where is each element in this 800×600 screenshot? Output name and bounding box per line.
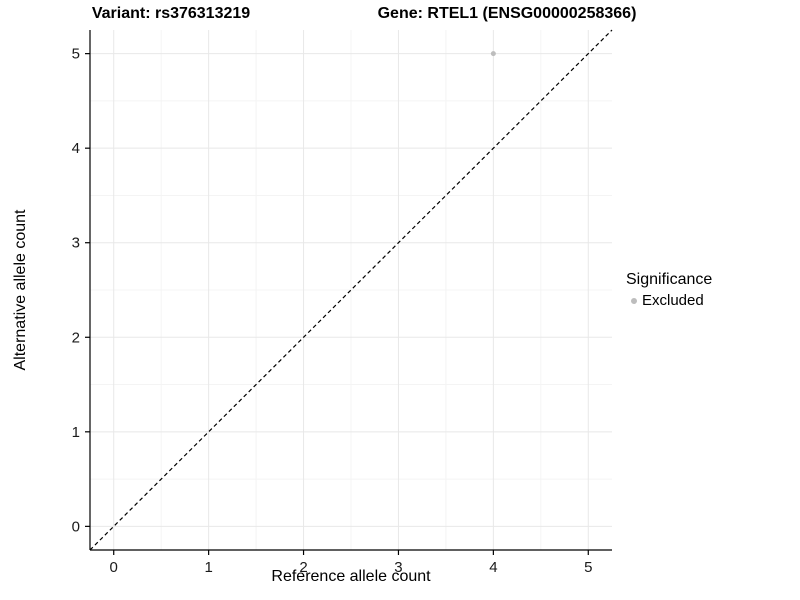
x-tick-label: 2 [299, 559, 307, 576]
y-tick-label: 4 [72, 140, 80, 157]
legend-point-icon [631, 297, 637, 304]
x-tick-label: 4 [489, 559, 497, 576]
x-axis-label: Reference allele count [271, 568, 431, 585]
data-point [490, 51, 496, 57]
x-tick-label: 5 [584, 559, 592, 576]
legend-item-label: Excluded [642, 292, 704, 309]
variant-title: Variant: rs376313219 [91, 5, 251, 22]
x-tick-label: 0 [110, 559, 118, 576]
legend-title: Significance [626, 271, 713, 288]
y-tick-label: 1 [72, 424, 80, 441]
y-tick-label: 0 [72, 518, 80, 535]
y-tick-label: 3 [72, 235, 80, 252]
x-tick-label: 3 [394, 559, 402, 576]
x-tick-label: 1 [204, 559, 212, 576]
y-tick-label: 5 [72, 46, 80, 63]
gene-title: Gene: RTEL1 (ENSG00000258366) [377, 5, 637, 22]
legend: Significance Excluded [626, 271, 712, 309]
identity-line [89, 29, 613, 551]
legend-item-excluded: Excluded [626, 292, 712, 309]
y-axis-label: Alternative allele count [12, 209, 29, 371]
y-tick-label: 2 [72, 329, 80, 346]
